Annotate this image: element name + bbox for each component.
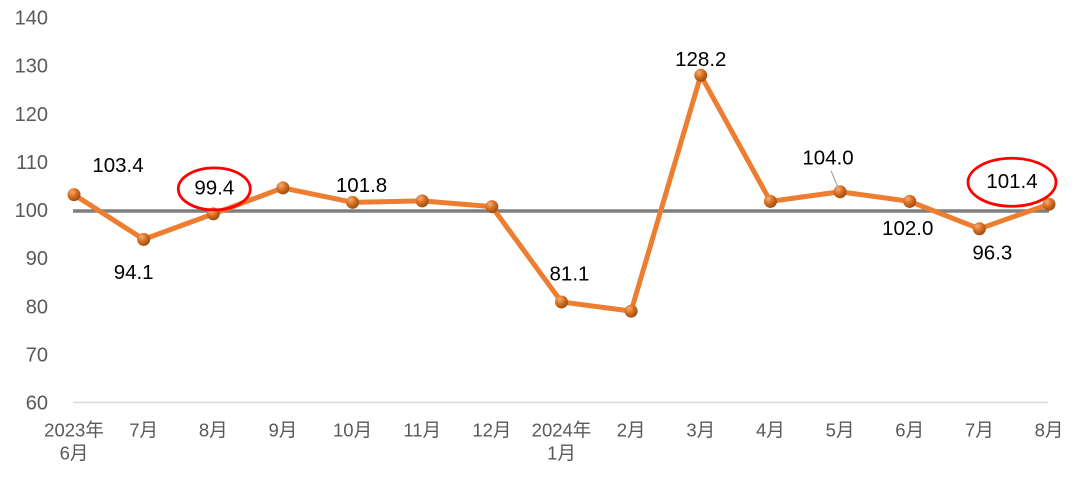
y-axis-tick-label: 110 bbox=[16, 152, 48, 174]
x-axis-category-label: 3月 bbox=[686, 420, 715, 441]
data-label: 96.3 bbox=[972, 241, 1012, 264]
x-axis-category-label: 2023年 bbox=[44, 420, 104, 441]
data-point-marker bbox=[485, 200, 499, 214]
x-axis-category-label: 2024年 bbox=[532, 420, 592, 441]
y-axis-tick-label: 130 bbox=[15, 56, 48, 78]
data-label: 81.1 bbox=[550, 262, 590, 285]
data-point-marker bbox=[903, 194, 917, 208]
red-highlight-ellipse bbox=[176, 166, 252, 212]
data-point-marker bbox=[833, 185, 847, 199]
x-axis-category-label: 4月 bbox=[756, 420, 785, 441]
data-point-marker bbox=[763, 194, 777, 208]
x-axis-category-label: 9月 bbox=[269, 420, 298, 441]
y-axis-tick-label: 60 bbox=[26, 393, 48, 415]
x-axis-category-label: 8月 bbox=[1035, 420, 1064, 441]
y-axis-tick-label: 120 bbox=[15, 104, 48, 126]
x-axis-category-label: 5月 bbox=[826, 420, 855, 441]
data-point-marker bbox=[624, 304, 638, 318]
x-axis-category-label: 12月 bbox=[472, 420, 511, 441]
y-axis-tick-label: 100 bbox=[15, 200, 48, 222]
data-label: 101.8 bbox=[336, 174, 387, 197]
data-label: 101.4 bbox=[986, 170, 1037, 193]
data-label: 128.2 bbox=[675, 48, 726, 71]
data-point-marker bbox=[415, 194, 429, 208]
data-point-marker bbox=[1042, 197, 1056, 211]
x-axis-category-label: 6月 bbox=[60, 443, 89, 464]
data-point-marker bbox=[346, 195, 360, 209]
x-axis-category-label: 1月 bbox=[547, 443, 576, 464]
x-axis-category-label: 2月 bbox=[617, 420, 646, 441]
x-axis-category-label: 7月 bbox=[129, 420, 158, 441]
data-label: 94.1 bbox=[114, 261, 154, 284]
y-axis-tick-label: 140 bbox=[15, 8, 48, 30]
y-axis-tick-label: 70 bbox=[26, 344, 48, 366]
data-point-marker bbox=[694, 68, 708, 82]
y-axis-tick-label: 90 bbox=[26, 248, 48, 270]
data-label: 102.0 bbox=[882, 217, 933, 240]
data-label-leader-line bbox=[830, 170, 839, 188]
x-axis-category-label: 7月 bbox=[965, 420, 994, 441]
red-highlight-ellipse bbox=[966, 156, 1058, 208]
x-axis-category-label: 8月 bbox=[199, 420, 228, 441]
data-point-marker bbox=[67, 188, 81, 202]
y-axis-tick-label: 80 bbox=[26, 296, 48, 318]
data-point-marker bbox=[554, 295, 568, 309]
data-label: 103.4 bbox=[92, 154, 143, 177]
data-point-marker bbox=[276, 181, 290, 195]
x-axis-category-label: 10月 bbox=[333, 420, 372, 441]
data-label: 99.4 bbox=[194, 176, 234, 199]
x-axis-category-label: 11月 bbox=[403, 420, 441, 441]
data-label: 104.0 bbox=[802, 146, 853, 169]
data-point-marker bbox=[972, 222, 986, 236]
x-axis-category-label: 6月 bbox=[895, 420, 924, 441]
data-point-marker bbox=[137, 232, 151, 246]
